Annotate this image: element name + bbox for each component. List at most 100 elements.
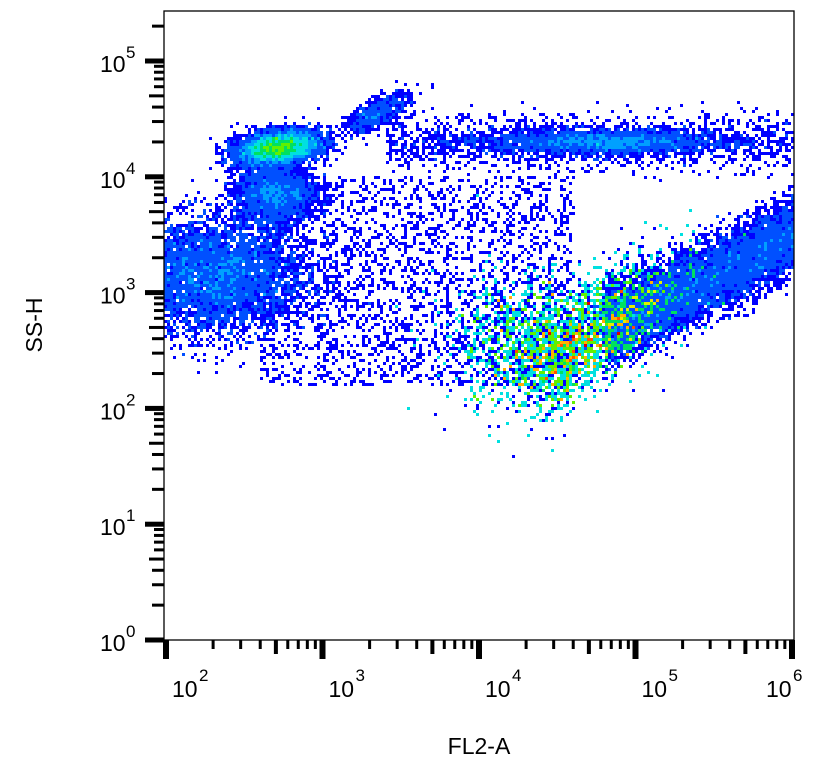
x-minor-tick (618, 640, 622, 649)
x-minor-tick (708, 640, 712, 649)
x-minor-tick (626, 640, 630, 649)
x-minor-tick (415, 640, 419, 649)
x-minor-tick (524, 640, 528, 649)
y-minor-tick (154, 540, 164, 544)
y-major-tick (145, 58, 164, 64)
x-major-tick (632, 640, 639, 659)
y-minor-tick (154, 548, 164, 552)
x-tick-label: 105 (642, 666, 678, 702)
y-major-tick (145, 405, 164, 411)
x-minor-tick (395, 640, 399, 649)
y-minor-tick (154, 200, 164, 204)
x-minor-tick (368, 640, 372, 649)
x-major-tick (319, 640, 326, 659)
y-minor-tick (154, 424, 164, 428)
x-minor-tick (305, 640, 309, 649)
y-minor-tick (152, 583, 164, 587)
x-major-tick (476, 640, 482, 659)
y-minor-tick (152, 603, 164, 607)
y-minor-tick (152, 372, 164, 376)
x-minor-tick (586, 640, 591, 654)
x-minor-tick (599, 640, 603, 649)
x-minor-tick (728, 640, 732, 649)
x-tick-label: 104 (485, 666, 521, 702)
y-tick-label: 10 3 (100, 275, 135, 309)
x-minor-tick (313, 640, 317, 649)
y-minor-tick (149, 557, 164, 561)
x-minor-tick (775, 640, 779, 649)
y-minor-tick (152, 337, 164, 341)
y-tick-label: 10 2 (100, 390, 135, 424)
y-tick-label: 10 4 (100, 159, 135, 193)
y-tick-label: 10 5 (100, 43, 135, 77)
y-minor-tick (152, 120, 164, 124)
y-minor-tick (154, 64, 164, 68)
x-minor-tick (609, 640, 613, 649)
y-minor-tick (149, 325, 164, 329)
x-minor-tick (766, 640, 770, 649)
y-minor-tick (149, 94, 164, 98)
x-major-tick (163, 640, 169, 659)
y-tick-label: 10 0 (100, 622, 135, 656)
y-minor-tick (154, 77, 164, 81)
y-minor-tick (152, 467, 164, 471)
y-minor-tick (154, 527, 164, 531)
x-minor-tick (258, 640, 262, 649)
x-minor-tick (470, 640, 474, 649)
x-minor-tick (681, 640, 685, 649)
y-minor-tick (154, 432, 164, 436)
x-minor-tick (462, 640, 466, 649)
y-minor-tick (152, 105, 164, 109)
x-minor-tick (571, 640, 575, 649)
x-minor-tick (239, 640, 243, 649)
y-minor-tick (154, 186, 164, 190)
y-minor-tick (154, 70, 164, 74)
x-tick-label: 102 (172, 666, 208, 702)
x-major-tick (789, 640, 795, 659)
x-minor-tick (442, 640, 446, 649)
y-minor-tick (152, 256, 164, 260)
y-minor-tick (152, 452, 164, 456)
y-minor-tick (154, 180, 164, 184)
y-minor-tick (152, 487, 164, 491)
y-minor-tick (154, 296, 164, 300)
x-minor-tick (755, 640, 759, 649)
y-minor-tick (152, 351, 164, 355)
y-minor-tick (152, 235, 164, 239)
y-major-tick (145, 521, 164, 527)
y-minor-tick (154, 316, 164, 320)
x-minor-tick (783, 640, 787, 649)
y-minor-tick (154, 85, 164, 89)
x-minor-tick (552, 640, 556, 649)
y-major-tick (145, 637, 164, 643)
y-minor-tick (154, 302, 164, 306)
x-minor-tick (743, 640, 748, 654)
y-minor-tick (154, 309, 164, 313)
x-minor-tick (430, 640, 435, 654)
y-minor-tick (152, 140, 164, 144)
x-tick-label: 103 (329, 666, 365, 702)
x-tick-label: 106 (766, 666, 802, 702)
x-minor-tick (273, 640, 278, 654)
y-axis-title: SS-H (21, 298, 47, 353)
y-major-tick (145, 290, 164, 296)
y-minor-tick (152, 24, 164, 28)
x-axis: 102 103 104 105 106 (163, 640, 802, 702)
x-minor-tick (296, 640, 300, 649)
y-major-tick (145, 174, 164, 180)
y-minor-tick (149, 210, 164, 214)
y-tick-label: 10 1 (100, 506, 135, 540)
x-minor-tick (453, 640, 457, 649)
x-minor-tick (211, 640, 215, 649)
y-minor-tick (149, 441, 164, 445)
density-dots (164, 80, 794, 458)
x-axis-title: FL2-A (448, 733, 511, 759)
y-minor-tick (152, 221, 164, 225)
y-minor-tick (152, 568, 164, 572)
x-minor-tick (286, 640, 290, 649)
y-minor-tick (154, 412, 164, 416)
y-minor-tick (154, 533, 164, 537)
y-minor-tick (154, 193, 164, 197)
